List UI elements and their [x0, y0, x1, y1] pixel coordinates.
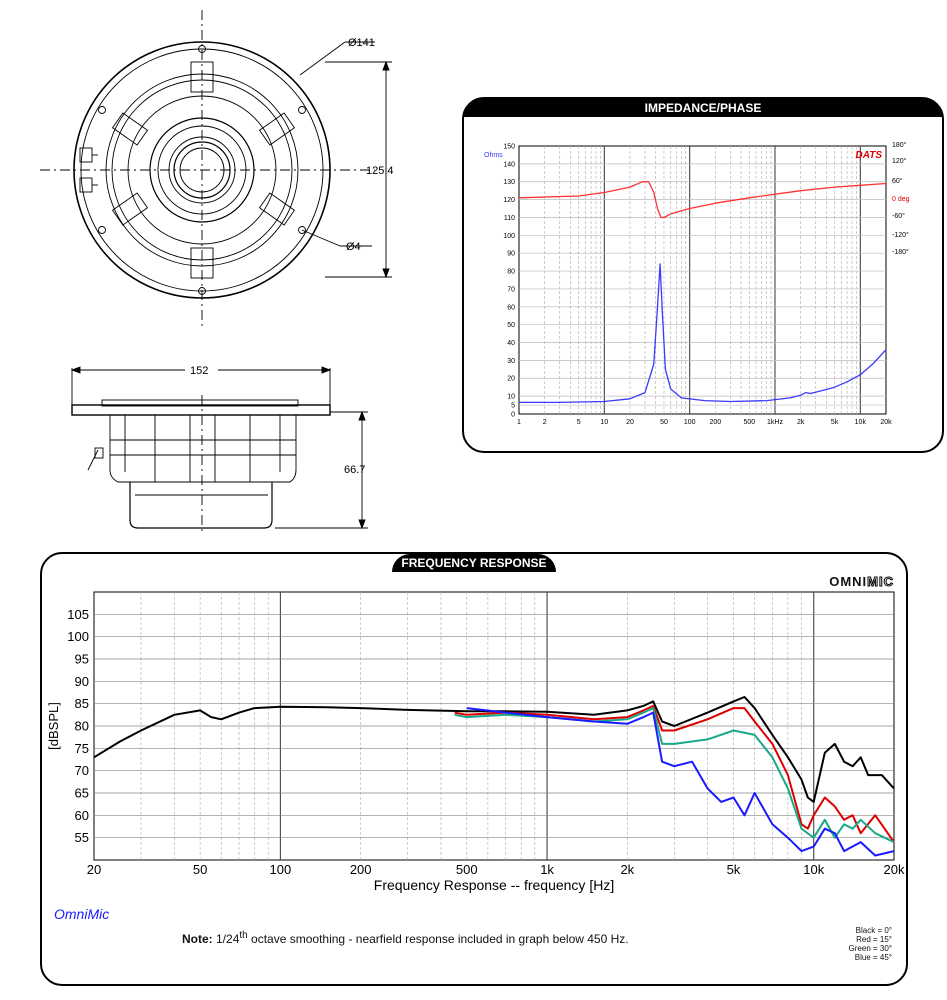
y-tick-label: 110	[504, 215, 515, 222]
phase-tick-label: 180°	[892, 141, 907, 149]
dats-brand: DATS	[856, 150, 883, 161]
front-view	[40, 10, 392, 330]
y-tick-label: 105	[67, 607, 89, 622]
y-tick-label: 20	[507, 376, 515, 383]
dim-overall-width: 152	[190, 365, 208, 377]
y-tick-label: 90	[75, 674, 89, 689]
x-tick-label: 200	[709, 419, 721, 426]
series-line	[454, 704, 895, 843]
phase-tick-label: -180°	[892, 248, 909, 256]
x-tick-label: 20k	[880, 419, 892, 426]
x-tick-label: 500	[743, 419, 755, 426]
frequency-response-panel: FREQUENCY RESPONSE OMNIMIC 55 60 65 70 75 80 8…	[40, 552, 908, 986]
phase-tick-label: 120°	[892, 157, 907, 165]
series-line	[518, 181, 887, 219]
y-tick-label: 40	[507, 340, 515, 347]
x-tick-label: 20	[87, 862, 101, 877]
x-tick-label: 2	[543, 419, 547, 426]
y-tick-label: 55	[75, 830, 89, 845]
legend-entry: Black = 0°	[855, 926, 892, 935]
series-line	[519, 263, 887, 404]
series-line	[466, 707, 895, 857]
omnimic-logo: OMNIMIC	[829, 574, 894, 590]
note-text: octave smoothing - nearfield response in…	[247, 932, 629, 946]
y-tick-label: 5	[511, 403, 515, 410]
x-tick-label: 1	[517, 419, 521, 426]
y-tick-label: 120	[503, 197, 515, 204]
dim-outer-diameter: Ø141	[348, 37, 375, 49]
y-tick-label: 100	[67, 629, 89, 644]
x-tick-label: 10k	[803, 862, 824, 877]
frequency-panel-title: FREQUENCY RESPONSE	[392, 554, 556, 572]
x-tick-label: 2k	[797, 419, 805, 426]
impedance-panel-title: IMPEDANCE/PHASE	[464, 99, 942, 117]
y-tick-label: 100	[503, 233, 515, 240]
y-tick-label: 140	[503, 161, 515, 168]
x-tick-label: 20k	[884, 862, 905, 877]
impedance-phase-panel: IMPEDANCE/PHASE 0 5 10 20 30 40 50 60 70 80 90 100 1…	[462, 97, 944, 453]
y-tick-label: 75	[75, 741, 89, 756]
phase-tick-label: -60°	[892, 212, 905, 220]
note-label: Note:	[182, 932, 213, 946]
x-tick-label: 50	[193, 862, 207, 877]
y-tick-label: 150	[503, 143, 515, 150]
note-prefix: 1/24	[212, 932, 240, 946]
angle-legend: Black = 0° Red = 15° Green = 30° Blue = …	[849, 926, 892, 962]
legend-entry: Red = 15°	[856, 935, 892, 944]
y-tick-label: 95	[75, 652, 89, 667]
y-tick-label: 10	[507, 394, 515, 401]
y-tick-label: 70	[507, 286, 515, 293]
y-tick-label: 0	[511, 411, 515, 418]
y-tick-label: 60	[75, 808, 89, 823]
y-tick-label: 50	[507, 322, 515, 329]
y-tick-label: 80	[75, 719, 89, 734]
x-tick-label: 20	[626, 419, 634, 426]
y-tick-label: 85	[75, 696, 89, 711]
y-tick-label: 90	[507, 251, 515, 258]
phase-tick-label: -120°	[892, 231, 909, 239]
x-tick-label: 5k	[831, 419, 839, 426]
y-axis-title: [dBSPL]	[46, 702, 61, 750]
x-tick-label: 10	[600, 419, 608, 426]
y-tick-label: 65	[75, 786, 89, 801]
y-tick-label: 60	[507, 304, 515, 311]
dim-hole-diameter: Ø4	[346, 241, 361, 253]
x-tick-label: 2k	[620, 862, 634, 877]
y-tick-label: 130	[503, 179, 515, 186]
series-line	[93, 696, 895, 803]
driver-drawing: Ø141 125.4 Ø4 152 66.7	[40, 10, 394, 535]
y-unit-label: Ohms	[484, 152, 503, 159]
x-tick-label: 10k	[855, 419, 867, 426]
x-tick-label: 500	[456, 862, 478, 877]
side-view	[70, 366, 368, 535]
frequency-response-chart: 55 60 65 70 75 80 85 90 95 100 105 20 50 100 200 500 1k 2…	[46, 591, 905, 893]
legend-entry: Green = 30°	[848, 944, 892, 953]
x-tick-label: 100	[270, 862, 292, 877]
x-axis-title: Frequency Response -- frequency [Hz]	[374, 877, 614, 893]
omnimic-footer-brand: OmniMic	[54, 906, 110, 922]
dim-mount-height: 125.4	[366, 165, 394, 177]
x-tick-label: 1kHz	[767, 419, 783, 426]
y-tick-label: 30	[507, 358, 515, 365]
y-tick-label: 80	[507, 269, 515, 276]
x-tick-label: 200	[350, 862, 372, 877]
note-superscript: th	[239, 930, 248, 941]
x-tick-label: 100	[684, 419, 696, 426]
phase-tick-label: 0 deg	[892, 196, 910, 203]
plot-area	[518, 145, 887, 415]
x-tick-label: 1k	[540, 862, 554, 877]
x-tick-label: 50	[660, 419, 668, 426]
y-tick-label: 70	[75, 763, 89, 778]
smoothing-note: Note: 1/24th octave smoothing - nearfiel…	[182, 930, 629, 946]
legend-entry: Blue = 45°	[854, 953, 892, 962]
x-tick-label: 5	[577, 419, 581, 426]
x-tick-label: 5k	[727, 862, 741, 877]
phase-tick-label: 60°	[892, 177, 903, 185]
dim-mount-depth: 66.7	[344, 464, 365, 476]
